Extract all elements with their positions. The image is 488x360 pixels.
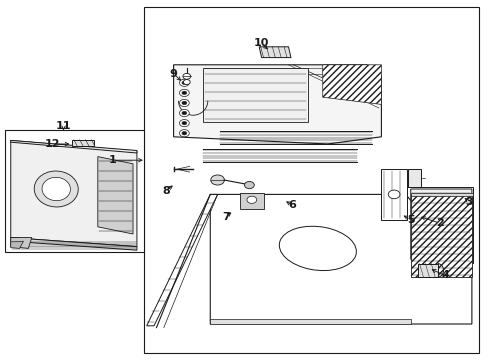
Text: 4: 4 bbox=[440, 270, 448, 280]
Bar bbox=[5, 130, 144, 252]
Circle shape bbox=[182, 81, 186, 85]
Text: 1: 1 bbox=[108, 155, 116, 165]
Text: 11: 11 bbox=[56, 121, 71, 131]
Bar bbox=[144, 7, 478, 353]
Text: 9: 9 bbox=[169, 69, 177, 79]
Circle shape bbox=[179, 130, 189, 137]
Text: 7: 7 bbox=[222, 212, 229, 222]
Circle shape bbox=[182, 91, 186, 95]
Text: 3: 3 bbox=[465, 197, 472, 207]
Polygon shape bbox=[410, 194, 471, 277]
Ellipse shape bbox=[34, 171, 78, 207]
Polygon shape bbox=[11, 140, 137, 153]
Polygon shape bbox=[210, 319, 410, 324]
Polygon shape bbox=[11, 238, 32, 248]
Circle shape bbox=[179, 99, 189, 107]
Text: 6: 6 bbox=[288, 200, 296, 210]
Circle shape bbox=[183, 80, 190, 85]
Circle shape bbox=[182, 121, 186, 125]
Circle shape bbox=[210, 175, 224, 185]
Ellipse shape bbox=[42, 177, 70, 201]
Polygon shape bbox=[239, 193, 264, 209]
Polygon shape bbox=[405, 187, 472, 263]
Circle shape bbox=[179, 120, 189, 127]
Polygon shape bbox=[146, 194, 217, 326]
Polygon shape bbox=[410, 193, 472, 196]
Text: 12: 12 bbox=[45, 139, 61, 149]
Circle shape bbox=[183, 73, 190, 79]
Polygon shape bbox=[11, 140, 137, 247]
Polygon shape bbox=[407, 169, 420, 187]
Text: 10: 10 bbox=[253, 38, 269, 48]
Circle shape bbox=[179, 109, 189, 117]
Polygon shape bbox=[203, 68, 307, 122]
Circle shape bbox=[246, 196, 256, 203]
Circle shape bbox=[179, 89, 189, 96]
Circle shape bbox=[387, 190, 399, 199]
Ellipse shape bbox=[279, 226, 356, 271]
Circle shape bbox=[244, 181, 254, 189]
Polygon shape bbox=[72, 140, 94, 146]
Text: 8: 8 bbox=[162, 186, 170, 196]
Polygon shape bbox=[11, 241, 23, 248]
Polygon shape bbox=[98, 157, 133, 234]
Polygon shape bbox=[210, 194, 471, 324]
Polygon shape bbox=[410, 189, 471, 261]
Polygon shape bbox=[259, 47, 290, 58]
Polygon shape bbox=[322, 65, 381, 104]
Circle shape bbox=[182, 111, 186, 115]
Circle shape bbox=[182, 131, 186, 135]
Text: 2: 2 bbox=[435, 218, 443, 228]
Polygon shape bbox=[173, 65, 381, 144]
Circle shape bbox=[179, 79, 189, 86]
Polygon shape bbox=[381, 169, 406, 220]
Circle shape bbox=[182, 101, 186, 105]
Text: 5: 5 bbox=[406, 215, 414, 225]
Polygon shape bbox=[417, 264, 437, 277]
Polygon shape bbox=[11, 238, 137, 250]
